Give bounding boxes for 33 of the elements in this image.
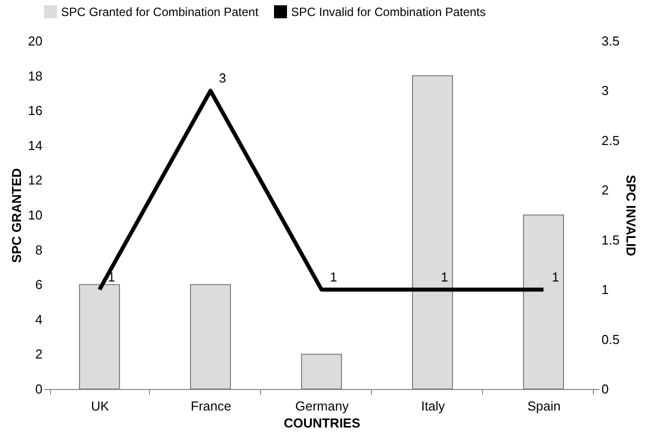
y-tick-label: 10 [28, 208, 42, 222]
y-tick-label: 2 [35, 346, 42, 362]
y2-tick-label: 0 [602, 382, 609, 396]
y-axis-title: SPC GRANTED [9, 168, 24, 263]
y2-tick-label: 3 [602, 83, 609, 98]
y2-tick-label: 1.5 [602, 232, 620, 248]
x-tick-label: UK [90, 398, 110, 414]
x-tick-label: Germany [295, 398, 350, 414]
y-tick-label: 12 [28, 172, 42, 188]
y2-axis-title: SPC INVALID [624, 174, 639, 256]
y2-tick-label: 3.5 [602, 34, 620, 48]
y2-tick-label: 1 [602, 282, 609, 298]
y-tick-label: 0 [35, 382, 42, 396]
y-tick-label: 8 [35, 242, 42, 258]
x-tick-label: France [190, 398, 232, 414]
data-label: 1 [552, 270, 560, 285]
y-tick-label: 16 [28, 103, 42, 118]
y-tick-label: 6 [35, 277, 42, 292]
data-label: 3 [218, 70, 226, 86]
x-axis-title: COUNTRIES [284, 416, 361, 430]
legend-label: SPC Invalid for Combination Patents [291, 4, 486, 19]
y-tick-label: 4 [35, 312, 42, 327]
legend-label: SPC Granted for Combination Patent [61, 4, 260, 19]
x-tick-label: Italy [421, 398, 446, 414]
y2-tick-label: 0.5 [602, 332, 620, 347]
y-tick-label: 14 [28, 138, 42, 153]
x-tick-label: Spain [527, 398, 561, 414]
y-tick-label: 18 [28, 68, 42, 84]
y2-tick-label: 2.5 [602, 132, 620, 148]
y-tick-label: 20 [28, 34, 42, 48]
data-label: 1 [440, 270, 448, 285]
data-label: 1 [330, 270, 338, 285]
y2-tick-label: 2 [602, 182, 609, 198]
